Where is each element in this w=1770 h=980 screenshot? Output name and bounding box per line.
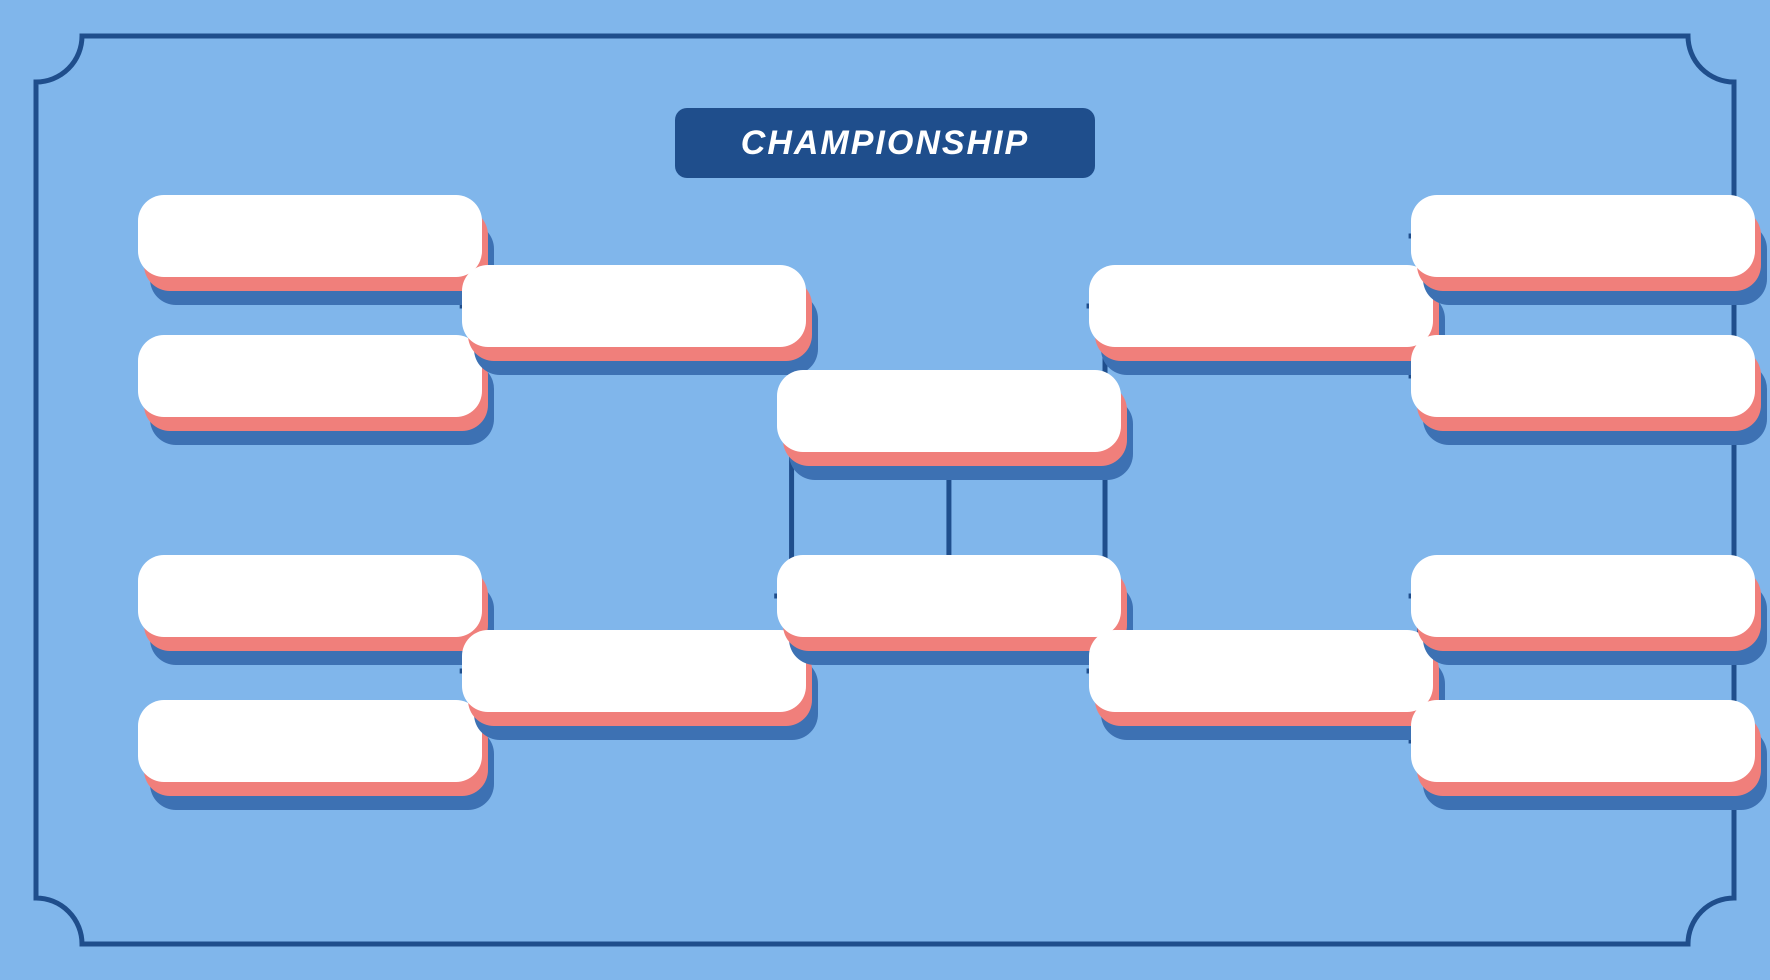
slot-label bbox=[138, 555, 482, 637]
bracket-stage: CHAMPIONSHIP bbox=[0, 0, 1770, 980]
slot-label bbox=[1089, 630, 1433, 712]
slot-label bbox=[1411, 195, 1755, 277]
slot-label bbox=[777, 370, 1121, 452]
bracket-slot-l-qf-4 bbox=[138, 700, 482, 782]
bracket-slot-r-qf-3 bbox=[1411, 555, 1755, 637]
slot-label bbox=[1411, 555, 1755, 637]
bracket-slot-r-qf-4 bbox=[1411, 700, 1755, 782]
slot-label bbox=[138, 700, 482, 782]
bracket-slot-r-qf-2 bbox=[1411, 335, 1755, 417]
slot-label bbox=[138, 195, 482, 277]
slot-label bbox=[1411, 335, 1755, 417]
bracket-slot-final-top bbox=[777, 370, 1121, 452]
bracket-slot-final-bot bbox=[777, 555, 1121, 637]
bracket-slot-r-qf-1 bbox=[1411, 195, 1755, 277]
bracket-slot-l-sf-2 bbox=[462, 630, 806, 712]
bracket-slot-l-qf-1 bbox=[138, 195, 482, 277]
slot-label bbox=[138, 335, 482, 417]
bracket-slot-r-sf-1 bbox=[1089, 265, 1433, 347]
slot-label bbox=[1411, 700, 1755, 782]
bracket-slot-r-sf-2 bbox=[1089, 630, 1433, 712]
bracket-slot-l-qf-2 bbox=[138, 335, 482, 417]
slot-label bbox=[1089, 265, 1433, 347]
slot-label bbox=[462, 630, 806, 712]
bracket-slot-l-qf-3 bbox=[138, 555, 482, 637]
slots-layer bbox=[0, 0, 1770, 980]
slot-label bbox=[777, 555, 1121, 637]
slot-label bbox=[462, 265, 806, 347]
bracket-slot-l-sf-1 bbox=[462, 265, 806, 347]
